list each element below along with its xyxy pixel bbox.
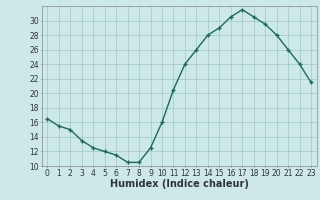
X-axis label: Humidex (Indice chaleur): Humidex (Indice chaleur) [110,179,249,189]
